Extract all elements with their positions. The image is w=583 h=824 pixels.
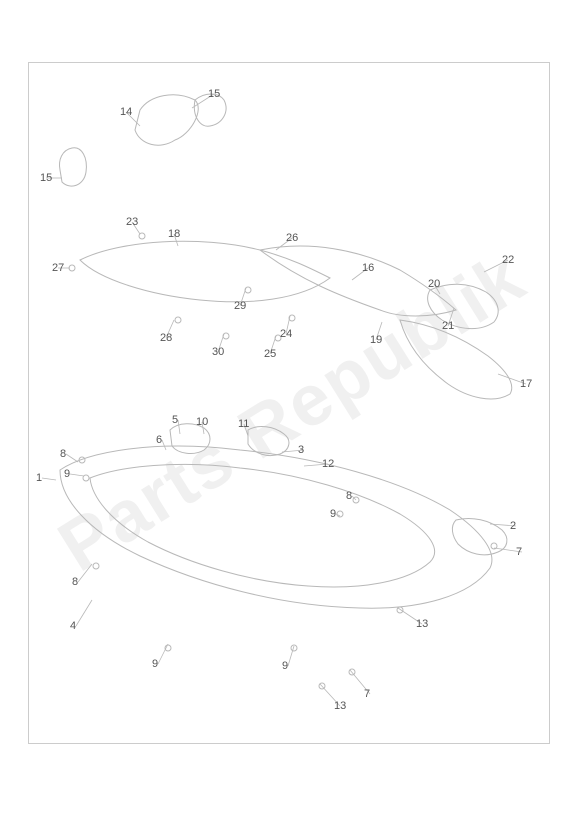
callout-number: 15 (40, 172, 52, 184)
part-outline (135, 95, 198, 145)
callout-number: 9 (64, 468, 70, 480)
fastener-icon (291, 645, 297, 651)
callout-number: 14 (120, 106, 132, 118)
fastener-icon (397, 607, 403, 613)
callout-number: 9 (330, 508, 336, 520)
callout-number: 23 (126, 216, 138, 228)
callout-number: 1 (36, 472, 42, 484)
callout-number: 27 (52, 262, 64, 274)
callout-number: 15 (208, 88, 220, 100)
callout-number: 2 (510, 520, 516, 532)
callout-number: 13 (416, 618, 428, 630)
callout-number: 3 (298, 444, 304, 456)
callout-number: 4 (70, 620, 76, 632)
callout-number: 25 (264, 348, 276, 360)
part-outline (170, 424, 210, 454)
leader-line (78, 564, 92, 582)
callout-number: 17 (520, 378, 532, 390)
part-outline (248, 427, 289, 456)
leader-line (70, 474, 84, 476)
callout-number: 12 (322, 458, 334, 470)
callout-number: 8 (72, 576, 78, 588)
callout-number: 13 (334, 700, 346, 712)
callout-number: 28 (160, 332, 172, 344)
leader-line (42, 478, 56, 480)
part-outline (452, 518, 507, 554)
part-outline (60, 148, 87, 186)
callout-number: 10 (196, 416, 208, 428)
fastener-icon (337, 511, 343, 517)
leader-line (162, 440, 166, 450)
leader-line (158, 644, 168, 664)
callout-number: 21 (442, 320, 454, 332)
callout-number: 20 (428, 278, 440, 290)
leader-line (66, 454, 78, 462)
callout-number: 7 (516, 546, 522, 558)
callout-number: 8 (346, 490, 352, 502)
callout-number: 9 (282, 660, 288, 672)
leader-line (178, 420, 180, 434)
part-outline (260, 246, 456, 316)
callout-number: 11 (238, 418, 249, 430)
callout-number: 30 (212, 346, 224, 358)
part-outline (400, 320, 512, 399)
fastener-icon (223, 333, 229, 339)
callout-number: 6 (156, 434, 162, 446)
callout-number: 19 (370, 334, 382, 346)
callout-number: 5 (172, 414, 178, 426)
fastener-icon (93, 563, 99, 569)
callout-number: 22 (502, 254, 514, 266)
leader-line (76, 600, 92, 626)
callout-number: 16 (362, 262, 374, 274)
callout-number: 24 (280, 328, 292, 340)
parts-line-art (0, 0, 583, 824)
callout-number: 9 (152, 658, 158, 670)
callout-number: 26 (286, 232, 298, 244)
fastener-icon (245, 287, 251, 293)
part-outline (90, 464, 435, 587)
callout-number: 7 (364, 688, 370, 700)
callout-number: 18 (168, 228, 180, 240)
callout-number: 8 (60, 448, 66, 460)
fastener-icon (175, 317, 181, 323)
callout-number: 29 (234, 300, 246, 312)
exploded-diagram: Parts Republik 1234567788899991011121313… (0, 0, 583, 824)
